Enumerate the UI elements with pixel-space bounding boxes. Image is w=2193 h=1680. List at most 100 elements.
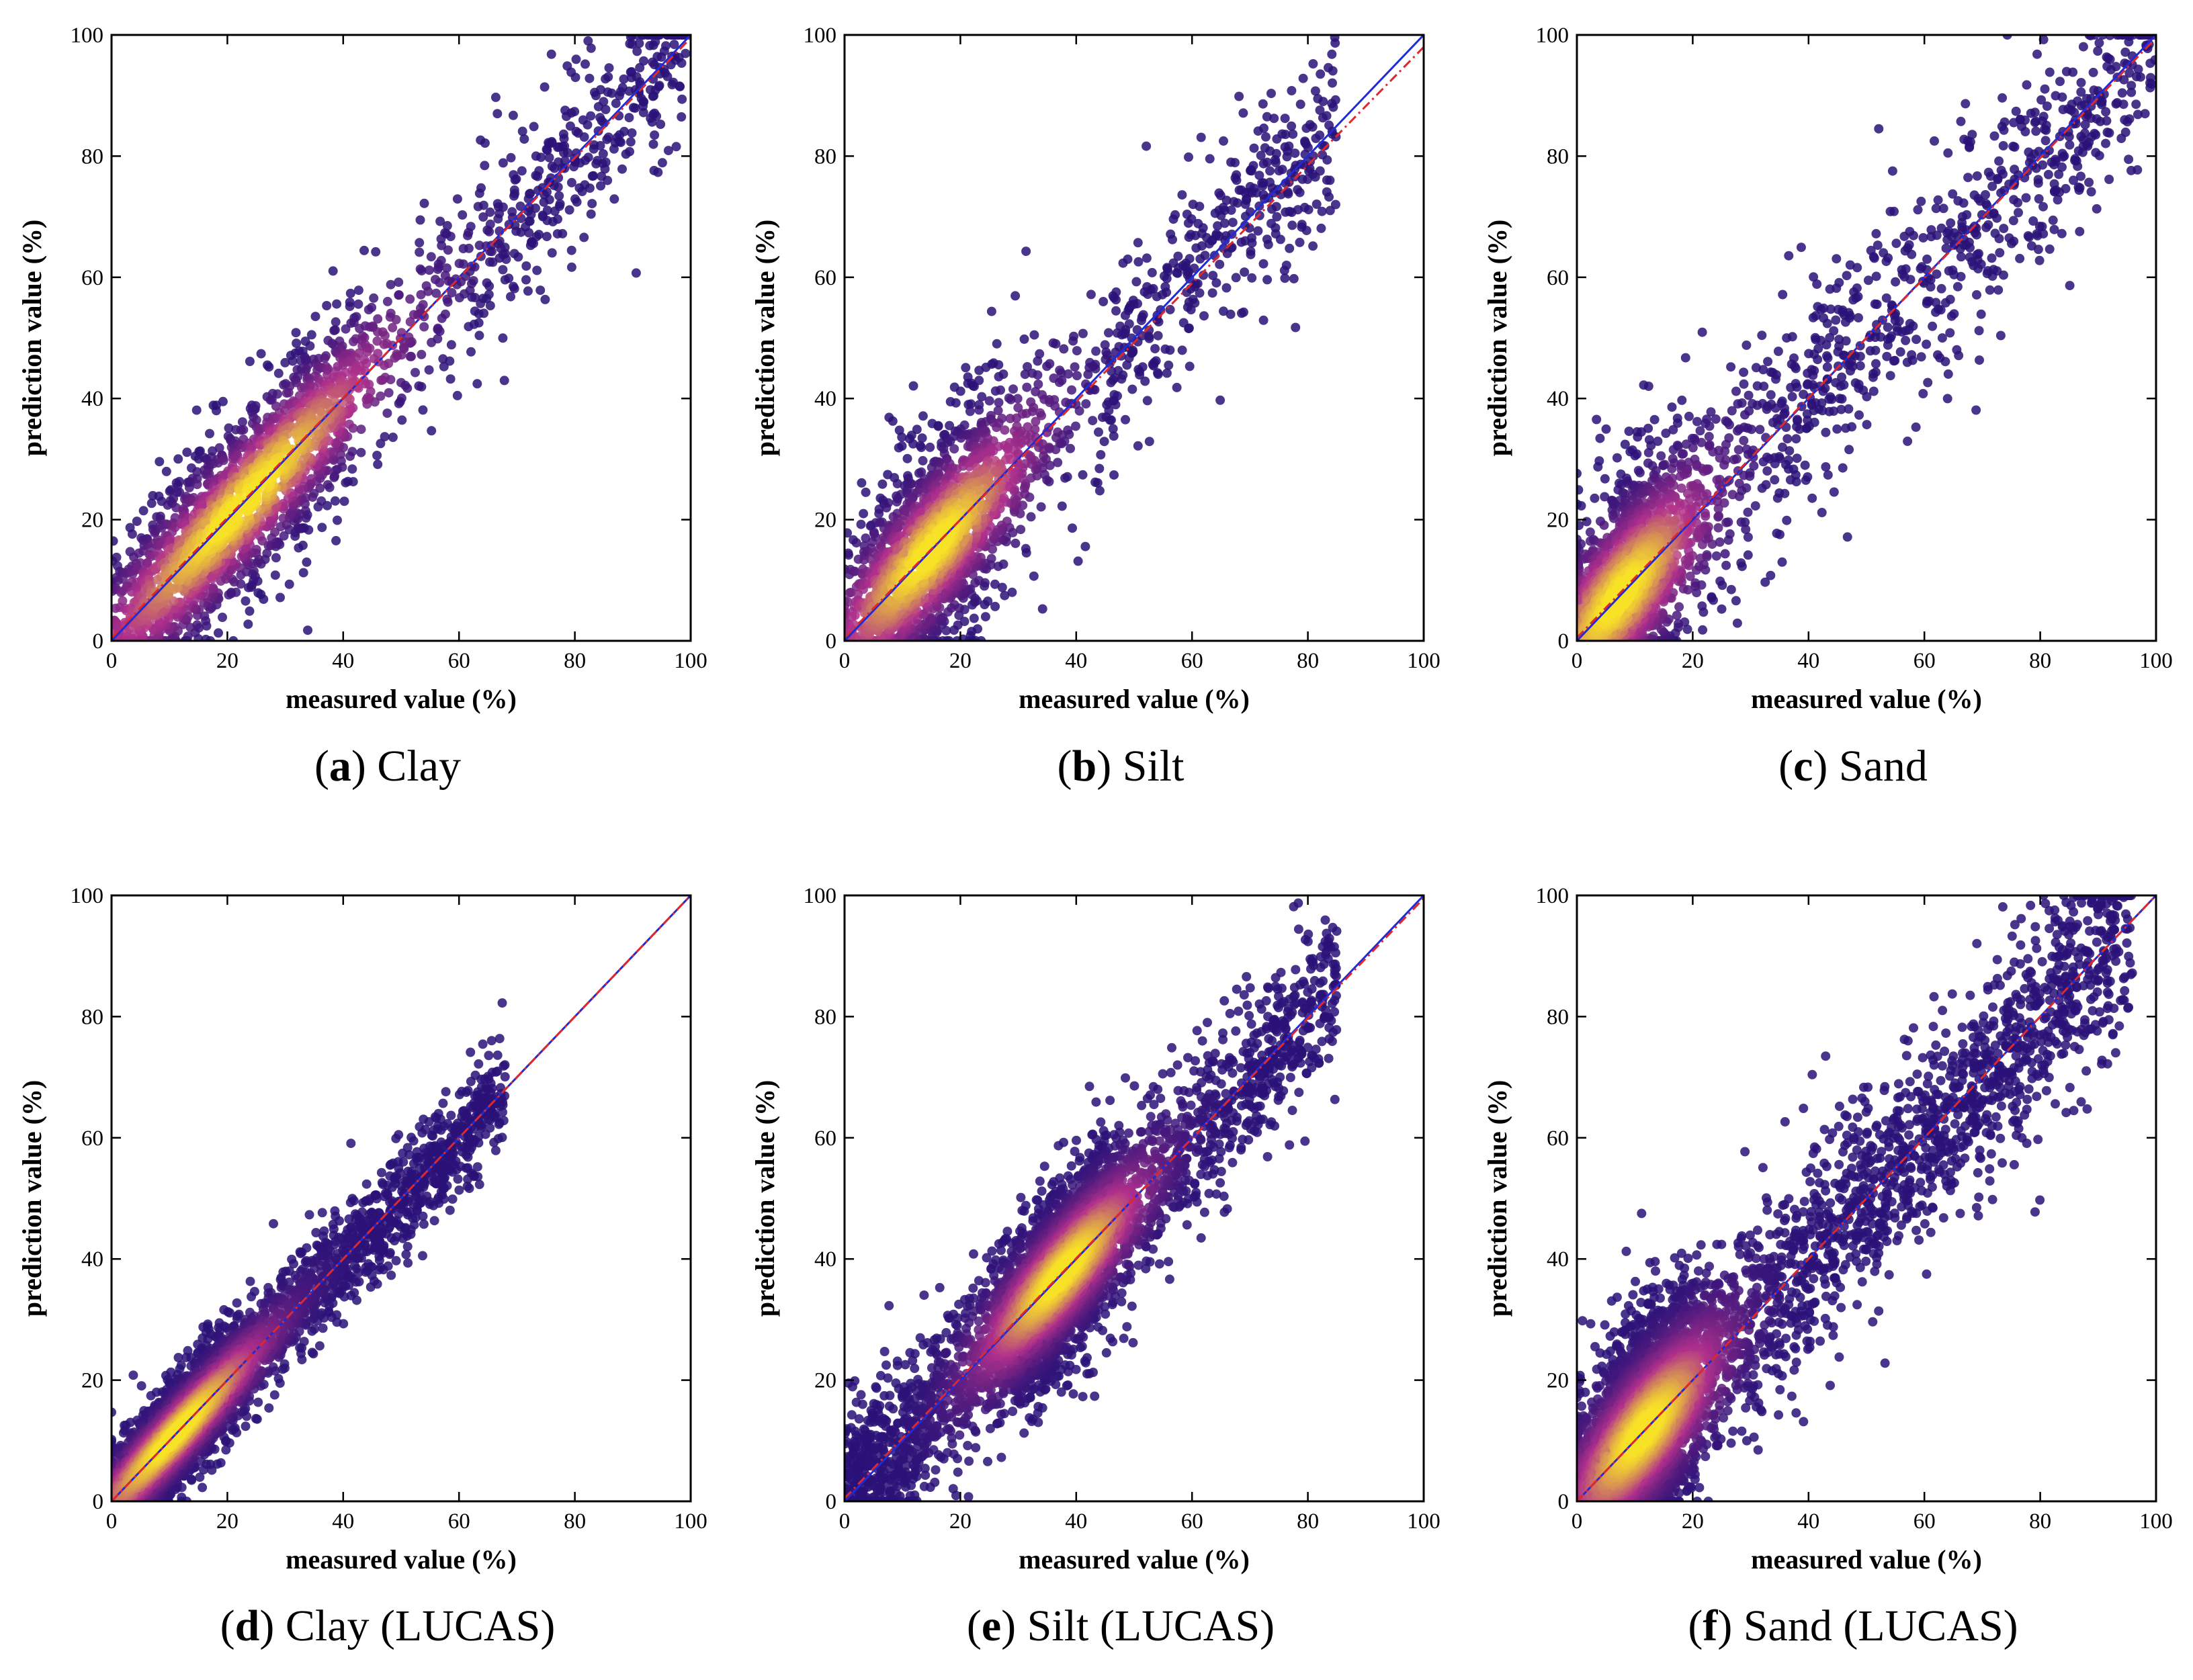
scatter-point <box>1240 200 1250 209</box>
scatter-point <box>1026 512 1036 522</box>
scatter-point <box>182 447 192 457</box>
scatter-point <box>1104 328 1113 338</box>
scatter-point <box>2084 35 2094 40</box>
scatter-point <box>1258 99 1268 109</box>
scatter-point <box>1327 49 1337 59</box>
scatter-point <box>2126 81 2137 91</box>
scatter-point <box>132 517 142 526</box>
scatter-point <box>2102 61 2112 71</box>
scatter-point <box>2092 204 2102 214</box>
scatter-point <box>331 389 340 399</box>
scatter-point <box>1109 431 1119 441</box>
scatter-point <box>2015 253 2025 263</box>
scatter-point <box>280 357 290 367</box>
scatter-point <box>349 337 358 347</box>
scatter-point <box>426 252 436 262</box>
scatter-point <box>2024 147 2034 157</box>
scatter-point <box>1995 248 2005 258</box>
scatter-point <box>382 408 392 418</box>
scatter-point <box>2033 175 2043 185</box>
scatter-point <box>433 264 443 274</box>
scatter-point <box>1168 214 1178 224</box>
scatter-point <box>2120 115 2130 125</box>
scatter-point <box>1301 123 1312 133</box>
scatter-point <box>1996 165 2006 175</box>
scatter-point <box>918 455 928 466</box>
scatter-point <box>2078 42 2088 52</box>
scatter-point <box>1008 468 1018 478</box>
scatter-point <box>1144 325 1154 335</box>
y-axis-label: prediction value (%) <box>750 220 780 457</box>
scatter-point <box>993 562 1003 572</box>
scatter-point <box>482 278 492 288</box>
scatter-point <box>1234 91 1244 101</box>
scatter-point <box>1238 108 1248 118</box>
scatter-point <box>1000 425 1010 435</box>
scatter-point <box>1064 369 1073 379</box>
scatter-point <box>1068 336 1078 346</box>
scatter-point <box>566 245 576 255</box>
scatter-point <box>532 265 542 275</box>
scatter-point <box>480 138 490 148</box>
scatter-point <box>667 80 677 89</box>
scatter-point <box>1260 143 1270 153</box>
scatter-point <box>2049 179 2059 189</box>
scatter-point <box>996 385 1005 395</box>
scatter-point <box>1086 290 1096 300</box>
scatter-point <box>183 631 193 641</box>
scatter-point <box>1098 412 1107 423</box>
scatter-point <box>998 369 1008 379</box>
scatter-point <box>1016 525 1026 535</box>
y-tick-label: 0 <box>93 629 104 654</box>
scatter-point <box>419 198 429 208</box>
scatter-point <box>380 330 390 341</box>
scatter-point <box>601 74 611 84</box>
scatter-point <box>446 340 456 350</box>
scatter-point <box>388 322 398 333</box>
scatter-point <box>2053 195 2063 205</box>
scatter-point <box>1010 538 1021 548</box>
panel-caption: (b) Silt <box>1058 742 1185 791</box>
scatter-point <box>994 360 1004 370</box>
scatter-point <box>609 194 619 204</box>
scatter-point <box>2145 58 2155 69</box>
y-tick-label: 80 <box>814 144 836 169</box>
scatter-point <box>437 313 447 323</box>
scatter-point <box>1983 167 1993 177</box>
scatter-point <box>1037 410 1046 421</box>
scatter-point <box>542 232 552 242</box>
scatter-point <box>1324 62 1333 73</box>
scatter-point <box>1010 291 1021 301</box>
scatter-point <box>1324 120 1334 130</box>
scatter-point <box>356 425 366 435</box>
scatter-point <box>645 40 655 50</box>
scatter-point <box>1053 457 1063 468</box>
scatter-point <box>547 161 557 171</box>
scatter-point <box>964 461 974 472</box>
scatter-point <box>415 215 425 225</box>
scatter-point <box>1133 365 1144 375</box>
scatter-point <box>1266 89 1276 99</box>
scatter-point <box>2057 228 2067 238</box>
scatter-point <box>200 611 210 621</box>
scatter-point <box>1990 228 2000 238</box>
scatter-point <box>1022 382 1032 392</box>
scatter-point <box>192 467 202 477</box>
scatter-point <box>634 38 644 48</box>
scatter-point <box>478 212 488 222</box>
scatter-point <box>587 171 597 181</box>
scatter-point <box>586 111 596 121</box>
scatter-point <box>583 120 593 130</box>
scatter-point <box>127 529 137 539</box>
scatter-point <box>1231 273 1241 283</box>
scatter-point <box>1120 310 1130 320</box>
scatter-point <box>566 177 576 187</box>
scatter-point <box>1072 371 1082 381</box>
scatter-point <box>509 281 518 292</box>
scatter-point <box>396 393 406 403</box>
scatter-point <box>322 480 333 490</box>
scatter-point <box>2023 231 2033 241</box>
scatter-point <box>1031 416 1041 427</box>
scatter-point <box>591 159 601 169</box>
scatter-point <box>416 290 426 300</box>
